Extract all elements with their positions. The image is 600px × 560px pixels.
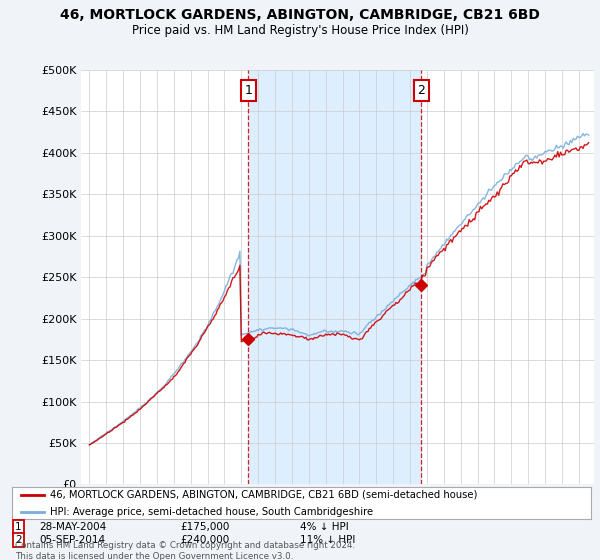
Text: 11% ↓ HPI: 11% ↓ HPI <box>300 535 355 545</box>
Text: Contains HM Land Registry data © Crown copyright and database right 2024.
This d: Contains HM Land Registry data © Crown c… <box>15 542 355 560</box>
Text: 2: 2 <box>15 535 22 545</box>
Text: £175,000: £175,000 <box>180 522 229 532</box>
Text: 1: 1 <box>15 522 22 532</box>
Text: HPI: Average price, semi-detached house, South Cambridgeshire: HPI: Average price, semi-detached house,… <box>50 507 373 517</box>
Text: Price paid vs. HM Land Registry's House Price Index (HPI): Price paid vs. HM Land Registry's House … <box>131 24 469 36</box>
Text: 05-SEP-2014: 05-SEP-2014 <box>39 535 105 545</box>
Text: 46, MORTLOCK GARDENS, ABINGTON, CAMBRIDGE, CB21 6BD: 46, MORTLOCK GARDENS, ABINGTON, CAMBRIDG… <box>60 8 540 22</box>
Text: 1: 1 <box>244 84 253 97</box>
Text: 2: 2 <box>418 84 425 97</box>
Text: 28-MAY-2004: 28-MAY-2004 <box>39 522 106 532</box>
Bar <box>248 70 421 484</box>
Text: £240,000: £240,000 <box>180 535 229 545</box>
Text: 46, MORTLOCK GARDENS, ABINGTON, CAMBRIDGE, CB21 6BD (semi-detached house): 46, MORTLOCK GARDENS, ABINGTON, CAMBRIDG… <box>50 490 477 500</box>
Text: 4% ↓ HPI: 4% ↓ HPI <box>300 522 349 532</box>
